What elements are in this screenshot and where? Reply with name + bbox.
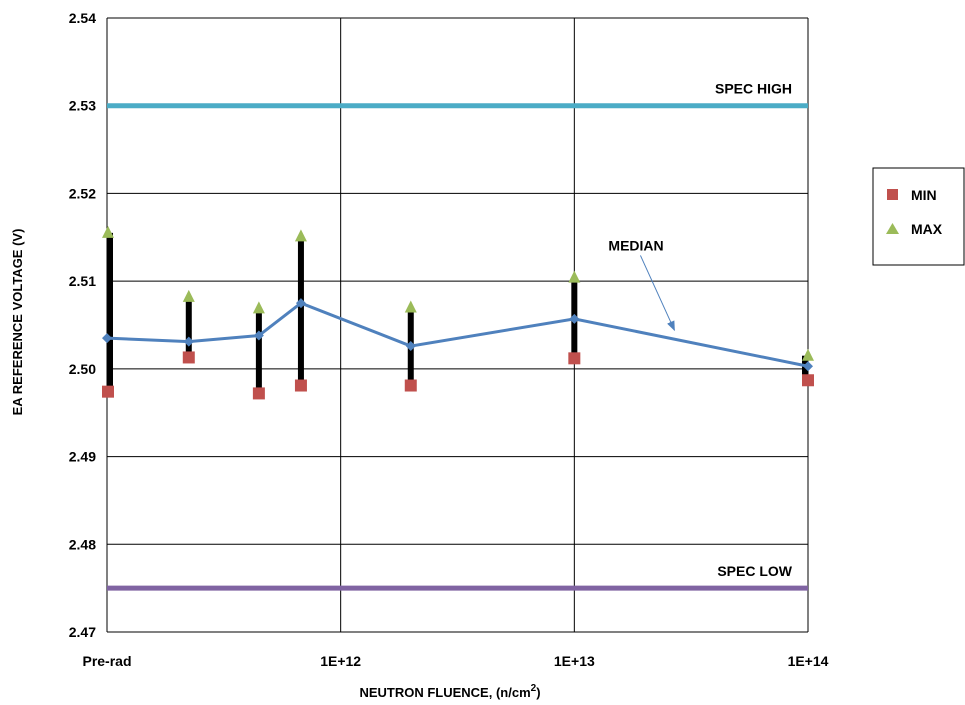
y-tick-label: 2.52 (69, 185, 96, 201)
median-line (106, 301, 809, 368)
max-point (252, 301, 265, 314)
y-axis-title: EA REFERENCE VOLTAGE (V) (10, 229, 25, 416)
annotations: SPEC HIGH SPEC LOW MEDIAN (608, 81, 792, 579)
x-tick-label: 1E+12 (320, 653, 361, 669)
median-point (102, 333, 112, 344)
y-tick-label: 2.47 (69, 624, 96, 640)
median-series (102, 298, 813, 372)
x-tick-label: Pre-rad (82, 653, 131, 669)
max-point (404, 300, 417, 313)
median-label: MEDIAN (608, 237, 663, 253)
x-tick-label: 1E+13 (554, 653, 595, 669)
max-point (802, 348, 814, 361)
spec-high-label: SPEC HIGH (715, 81, 792, 97)
reference-lines (107, 103, 808, 591)
legend-box (872, 167, 965, 266)
median-point (803, 361, 813, 372)
legend-max-label: MAX (911, 221, 943, 237)
x-axis-title: NEUTRON FLUENCE, (n/cm2) (359, 683, 540, 700)
y-tick-label: 2.48 (69, 536, 96, 552)
median-arrow (639, 255, 675, 332)
max-point (568, 270, 581, 283)
min-point (568, 352, 581, 365)
spec-low-label: SPEC LOW (717, 563, 792, 579)
median-point (295, 298, 306, 309)
legend: MIN MAX (872, 167, 965, 266)
max-point (182, 289, 195, 302)
legend-min-label: MIN (911, 187, 937, 203)
min-point (294, 379, 307, 392)
median-point (253, 330, 264, 341)
min-point (802, 374, 814, 387)
y-tick-label: 2.51 (69, 273, 96, 289)
max-point (294, 229, 307, 242)
y-tick-label: 2.49 (69, 449, 96, 465)
legend-min-marker (887, 189, 898, 200)
x-tick-label: 1E+14 (788, 653, 829, 669)
legend-max-marker (886, 223, 899, 234)
tick-labels: 2.47 2.48 2.49 2.50 2.51 2.52 2.53 2.54 Pre-rad 1… (69, 10, 829, 669)
min-max-markers (102, 225, 814, 400)
min-point (102, 385, 114, 398)
max-point (102, 225, 114, 238)
median-point (569, 313, 580, 324)
grid-lines (106, 17, 809, 633)
y-tick-label: 2.50 (69, 361, 96, 377)
y-tick-label: 2.53 (69, 98, 96, 114)
median-point (405, 341, 416, 352)
y-tick-label: 2.54 (69, 10, 96, 26)
min-point (182, 351, 195, 364)
min-point (252, 387, 265, 400)
min-point (404, 379, 417, 392)
median-point (183, 336, 194, 347)
